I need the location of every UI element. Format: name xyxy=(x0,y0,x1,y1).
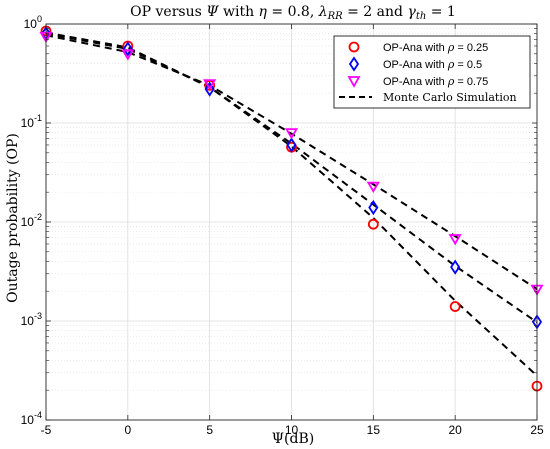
y-tick-label: 10-2 xyxy=(21,212,42,229)
legend-box xyxy=(333,35,531,109)
y-tick-labels: 100 10-1 10-2 10-3 10-4 xyxy=(21,14,42,427)
y-tick-label: 10-3 xyxy=(21,311,42,328)
series-3-triangle-marker xyxy=(366,181,380,193)
legend-label-rho-025: OP-Ana with ρ = 0.25 xyxy=(383,41,488,54)
legend-circle-marker xyxy=(348,41,360,53)
chart-title: OP versus Ψ with η = 0.8, λRR = 2 and γt… xyxy=(130,4,456,22)
series-2-diamond-marker xyxy=(286,137,297,153)
series-1-circle-marker xyxy=(449,301,461,312)
legend-entry-rho-075: OP-Ana with ρ = 0.75 xyxy=(347,75,488,88)
x-tick-label: 15 xyxy=(367,423,381,437)
simulation-lines xyxy=(45,31,538,377)
legend-label-monte-carlo: Monte Carlo Simulation xyxy=(383,91,517,104)
legend-entry-monte-carlo: Monte Carlo Simulation xyxy=(339,91,517,104)
x-tick-label: 20 xyxy=(448,423,462,437)
legend-label-rho-05: OP-Ana with ρ = 0.5 xyxy=(383,58,482,71)
legend-label-rho-075: OP-Ana with ρ = 0.75 xyxy=(383,75,488,88)
series-1-circle-marker xyxy=(367,218,379,230)
x-tick-labels: -5 0 5 10 15 20 25 xyxy=(41,423,544,437)
series-2-diamond-marker xyxy=(204,81,215,97)
x-tick-label: -5 xyxy=(41,423,52,437)
monte-carlo-line-3 xyxy=(45,34,538,290)
y-tick-label: 100 xyxy=(24,14,42,31)
series-2-diamond-marker xyxy=(368,199,379,216)
y-tick-label: 10-1 xyxy=(21,113,42,130)
series-3-triangle-marker xyxy=(203,79,217,91)
x-tick-label: 5 xyxy=(206,423,213,437)
legend: OP-Ana with ρ = 0.25 OP-Ana with ρ = 0.5… xyxy=(333,35,531,109)
legend-diamond-marker xyxy=(348,56,360,72)
series-2-diamond-marker xyxy=(450,259,461,275)
x-tick-label: 25 xyxy=(530,423,544,437)
series-3-triangle-marker xyxy=(448,234,462,246)
legend-entry-rho-025: OP-Ana with ρ = 0.25 xyxy=(348,41,488,54)
series-3-triangle-marker xyxy=(121,49,135,61)
x-tick-label: 0 xyxy=(124,423,131,437)
series-3-triangle-marker xyxy=(284,128,299,140)
legend-entry-rho-05: OP-Ana with ρ = 0.5 xyxy=(348,56,482,72)
y-tick-label: 10-4 xyxy=(21,410,42,427)
series-2-diamond-marker xyxy=(122,41,133,57)
x-tick-label: 10 xyxy=(285,423,299,437)
legend-triangle-marker xyxy=(347,76,361,88)
axes-frame xyxy=(45,23,538,421)
x-axis-label: Ψ(dB) xyxy=(272,431,314,447)
y-axis-label: Outage probability (OP) xyxy=(5,133,21,303)
